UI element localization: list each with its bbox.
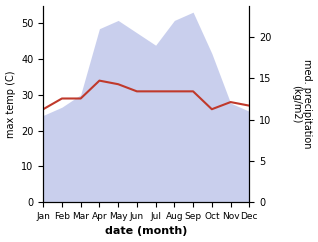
Y-axis label: max temp (C): max temp (C) bbox=[5, 70, 16, 138]
X-axis label: date (month): date (month) bbox=[105, 227, 187, 236]
Y-axis label: med. precipitation
(kg/m2): med. precipitation (kg/m2) bbox=[291, 59, 313, 149]
